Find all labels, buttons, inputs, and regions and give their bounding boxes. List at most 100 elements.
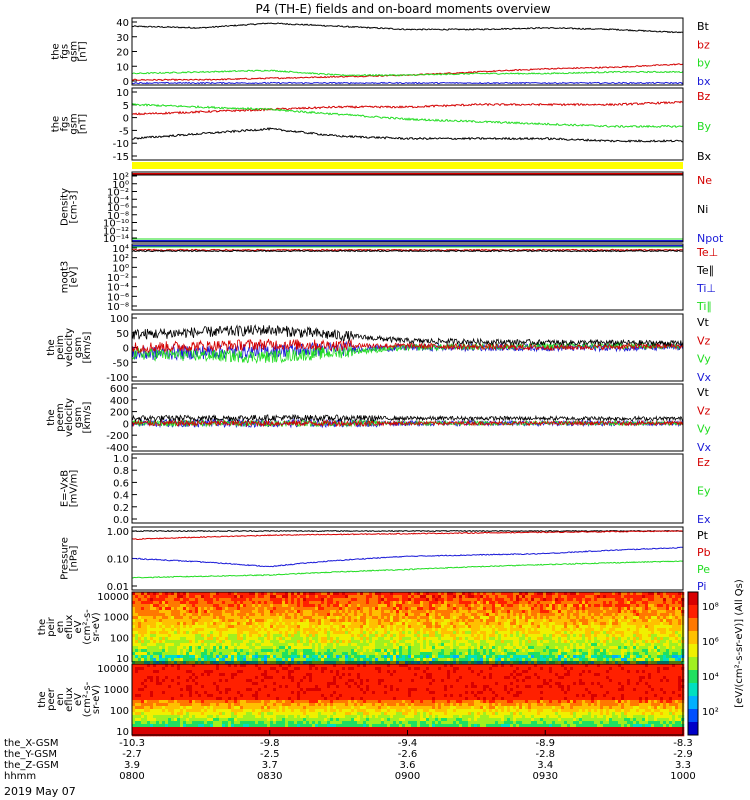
spectrogram-cell	[621, 622, 625, 626]
y-tick-label: 100	[110, 706, 129, 717]
spectrogram-cell	[582, 640, 586, 644]
spectrogram-cell	[171, 658, 175, 662]
spectrogram-cell	[282, 628, 286, 632]
spectrogram-cell	[189, 652, 193, 656]
spectrogram-cell	[144, 649, 148, 653]
spectrogram-cell	[522, 655, 526, 659]
spectrogram-cell	[534, 622, 538, 626]
spectrogram-cell	[582, 610, 586, 614]
spectrogram-cell	[432, 661, 436, 665]
spectrogram-cell	[390, 613, 394, 617]
spectrogram-cell	[378, 604, 382, 608]
spectrogram-cell	[417, 649, 421, 653]
spectrogram-cell	[252, 619, 256, 623]
y-axis-label-line: the	[37, 619, 48, 635]
spectrogram-cell	[198, 643, 202, 647]
spectrogram-cell	[132, 619, 136, 623]
spectrogram-cell	[549, 595, 553, 599]
spectrogram-cell	[420, 643, 424, 647]
spectrogram-cell	[660, 640, 664, 644]
spectrogram-cell	[645, 658, 649, 662]
spectrogram-cell	[279, 643, 283, 647]
spectrogram-cell	[270, 601, 274, 605]
spectrogram-cell	[444, 664, 448, 668]
spectrogram-cell	[618, 649, 622, 653]
spectrogram-cell	[618, 604, 622, 608]
spectrogram-cell	[612, 649, 616, 653]
y-axis-label-line: [nT]	[78, 114, 89, 134]
spectrogram-cell	[516, 661, 520, 665]
spectrogram-cell	[372, 634, 376, 638]
spectrogram-cell	[132, 637, 136, 641]
spectrogram-cell	[423, 610, 427, 614]
spectrogram-cell	[678, 628, 682, 632]
spectrogram-cell	[177, 649, 181, 653]
spectrogram-cell	[498, 652, 502, 656]
spectrogram-cell	[336, 598, 340, 602]
spectrogram-cell	[243, 631, 247, 635]
spectrogram-cell	[585, 598, 589, 602]
spectrogram-cell	[345, 604, 349, 608]
spectrogram-cell	[207, 646, 211, 650]
spectrogram-cell	[381, 649, 385, 653]
spectrogram-cell	[204, 646, 208, 650]
spectrogram-cell	[474, 649, 478, 653]
spectrogram-cell	[180, 592, 184, 596]
spectrogram-cell	[315, 622, 319, 626]
spectrogram-cell	[555, 592, 559, 596]
spectrogram-cell	[165, 646, 169, 650]
spectrogram-cell	[237, 619, 241, 623]
spectrogram-cell	[330, 664, 334, 668]
spectrogram-cell	[159, 646, 163, 650]
spectrogram-cell	[279, 616, 283, 620]
spectrogram-cell	[408, 643, 412, 647]
spectrogram-cell	[513, 649, 517, 653]
spectrogram-cell	[201, 616, 205, 620]
spectrogram-cell	[603, 664, 607, 668]
spectrogram-cell	[657, 622, 661, 626]
spectrogram-cell	[234, 655, 238, 659]
spectrogram-cell	[405, 667, 409, 671]
spectrogram-cell	[357, 598, 361, 602]
spectrogram-cell	[192, 643, 196, 647]
spectrogram-cell	[273, 634, 277, 638]
spectrogram-cell	[540, 661, 544, 665]
spectrogram-cell	[513, 604, 517, 608]
spectrogram-cell	[150, 631, 154, 635]
spectrogram-cell	[147, 634, 151, 638]
spectrogram-cell	[597, 661, 601, 665]
spectrogram-cell	[276, 634, 280, 638]
spectrogram-cell	[468, 613, 472, 617]
spectrogram-cell	[324, 592, 328, 596]
spectrogram-cell	[657, 658, 661, 662]
spectrogram-cell	[633, 655, 637, 659]
spectrogram-cell	[240, 655, 244, 659]
spectrogram-cell	[429, 646, 433, 650]
spectrogram-cell	[252, 628, 256, 632]
spectrogram-cell	[591, 643, 595, 647]
spectrogram-cell	[558, 616, 562, 620]
spectrogram-cell	[204, 601, 208, 605]
spectrogram-cell	[162, 616, 166, 620]
spectrogram-cell	[360, 622, 364, 626]
spectrogram-cell	[231, 625, 235, 629]
y-tick-label: 10000	[97, 592, 129, 603]
spectrogram-cell	[564, 649, 568, 653]
spectrogram-cell	[594, 634, 598, 638]
spectrogram-cell	[192, 664, 196, 668]
spectrogram-cell	[291, 652, 295, 656]
spectrogram-cell	[354, 595, 358, 599]
spectrogram-cell	[351, 649, 355, 653]
spectrogram-cell	[153, 637, 157, 641]
spectrogram-cell	[162, 667, 166, 671]
spectrogram-cell	[333, 634, 337, 638]
spectrogram-cell	[588, 598, 592, 602]
spectrogram-cell	[411, 643, 415, 647]
spectrogram-cell	[255, 613, 259, 617]
spectrogram-cell	[237, 604, 241, 608]
spectrogram-cell	[363, 628, 367, 632]
spectrogram-cell	[486, 622, 490, 626]
spectrogram-cell	[414, 592, 418, 596]
spectrogram-cell	[354, 616, 358, 620]
spectrogram-cell	[438, 613, 442, 617]
